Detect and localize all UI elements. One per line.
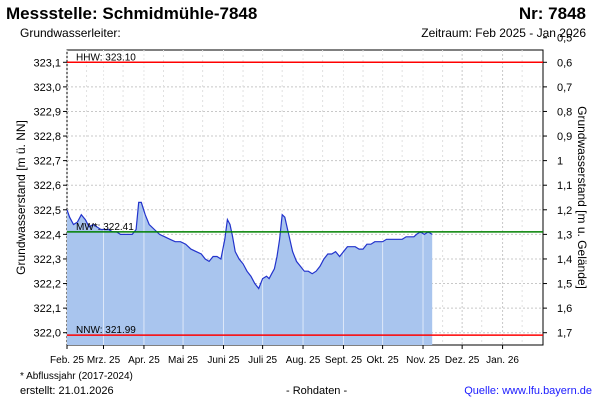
- x-tick-label: Feb. 25: [50, 355, 84, 366]
- y-tick-label: 322,5: [33, 205, 61, 217]
- page-title: Messstelle: Schmidmühle-7848: [6, 4, 258, 23]
- y2-tick-label: 1,1: [557, 180, 572, 192]
- y2-tick-label: 1,3: [557, 229, 572, 241]
- y2-tick-label: 1,2: [557, 205, 572, 217]
- y2-tick-label: 0,9: [557, 131, 572, 143]
- x-tick-label: Aug. 25: [286, 355, 321, 366]
- x-tick-label: Mai 25: [168, 355, 198, 366]
- x-tick-label: Juli 25: [248, 355, 277, 366]
- y-tick-label: 322,6: [33, 180, 61, 192]
- x-tick-label: Sept. 25: [325, 355, 363, 366]
- y-axis-label: Grundwasserstand [m ü. NN]: [14, 120, 28, 275]
- y2-tick-label: 1: [557, 156, 563, 168]
- x-tick-label: Jan. 26: [486, 355, 519, 366]
- y2-axis-label: Grundwasserstand [m u. Gelände]: [575, 106, 589, 289]
- y-tick-label: 322,9: [33, 106, 61, 118]
- y-tick-label: 322,7: [33, 156, 61, 168]
- x-tick-label: Dez. 25: [445, 355, 480, 366]
- y2-tick-label: 1,4: [557, 254, 572, 266]
- station-number: Nr: 7848: [518, 4, 586, 23]
- y-tick-label: 323,1: [33, 57, 61, 69]
- y-tick-label: 322,1: [33, 303, 61, 315]
- reference-label: NNW: 321.99: [76, 325, 136, 336]
- footnote: * Abflussjahr (2017-2024): [20, 371, 133, 382]
- x-tick-label: Juni 25: [207, 355, 240, 366]
- y2-tick-label: 0,5: [557, 33, 572, 45]
- y2-tick-label: 0,6: [557, 57, 572, 69]
- source-link[interactable]: Quelle: www.lfu.bayern.de: [464, 385, 592, 397]
- y2-tick-label: 1,7: [557, 328, 572, 340]
- raw-data-note: - Rohdaten -: [286, 385, 348, 397]
- series-line: [66, 201, 433, 290]
- y-tick-label: 322,3: [33, 254, 61, 266]
- x-tick-label: Apr. 25: [128, 355, 160, 366]
- reference-label: MW*: 322.41: [76, 222, 134, 233]
- y2-tick-label: 0,8: [557, 106, 572, 118]
- created-date: erstellt: 21.01.2026: [20, 385, 114, 397]
- reference-label: HHW: 323.10: [76, 52, 136, 63]
- series-area: [67, 202, 433, 345]
- y2-tick-label: 0,7: [557, 82, 572, 94]
- y-tick-label: 322,0: [33, 328, 61, 340]
- aquifer-label: Grundwasserleiter:: [20, 26, 121, 40]
- period-label: Zeitraum: Feb 2025 - Jan 2026: [421, 26, 586, 40]
- x-tick-label: Okt. 25: [366, 355, 399, 366]
- y-tick-label: 323,0: [33, 82, 61, 94]
- y2-tick-label: 1,5: [557, 279, 572, 291]
- y-tick-label: 322,4: [33, 229, 61, 241]
- y-tick-label: 322,2: [33, 279, 61, 291]
- x-tick-label: Nov. 25: [406, 355, 440, 366]
- x-tick-label: Mrz. 25: [87, 355, 121, 366]
- y2-tick-label: 1,6: [557, 303, 572, 315]
- y-tick-label: 322,8: [33, 131, 61, 143]
